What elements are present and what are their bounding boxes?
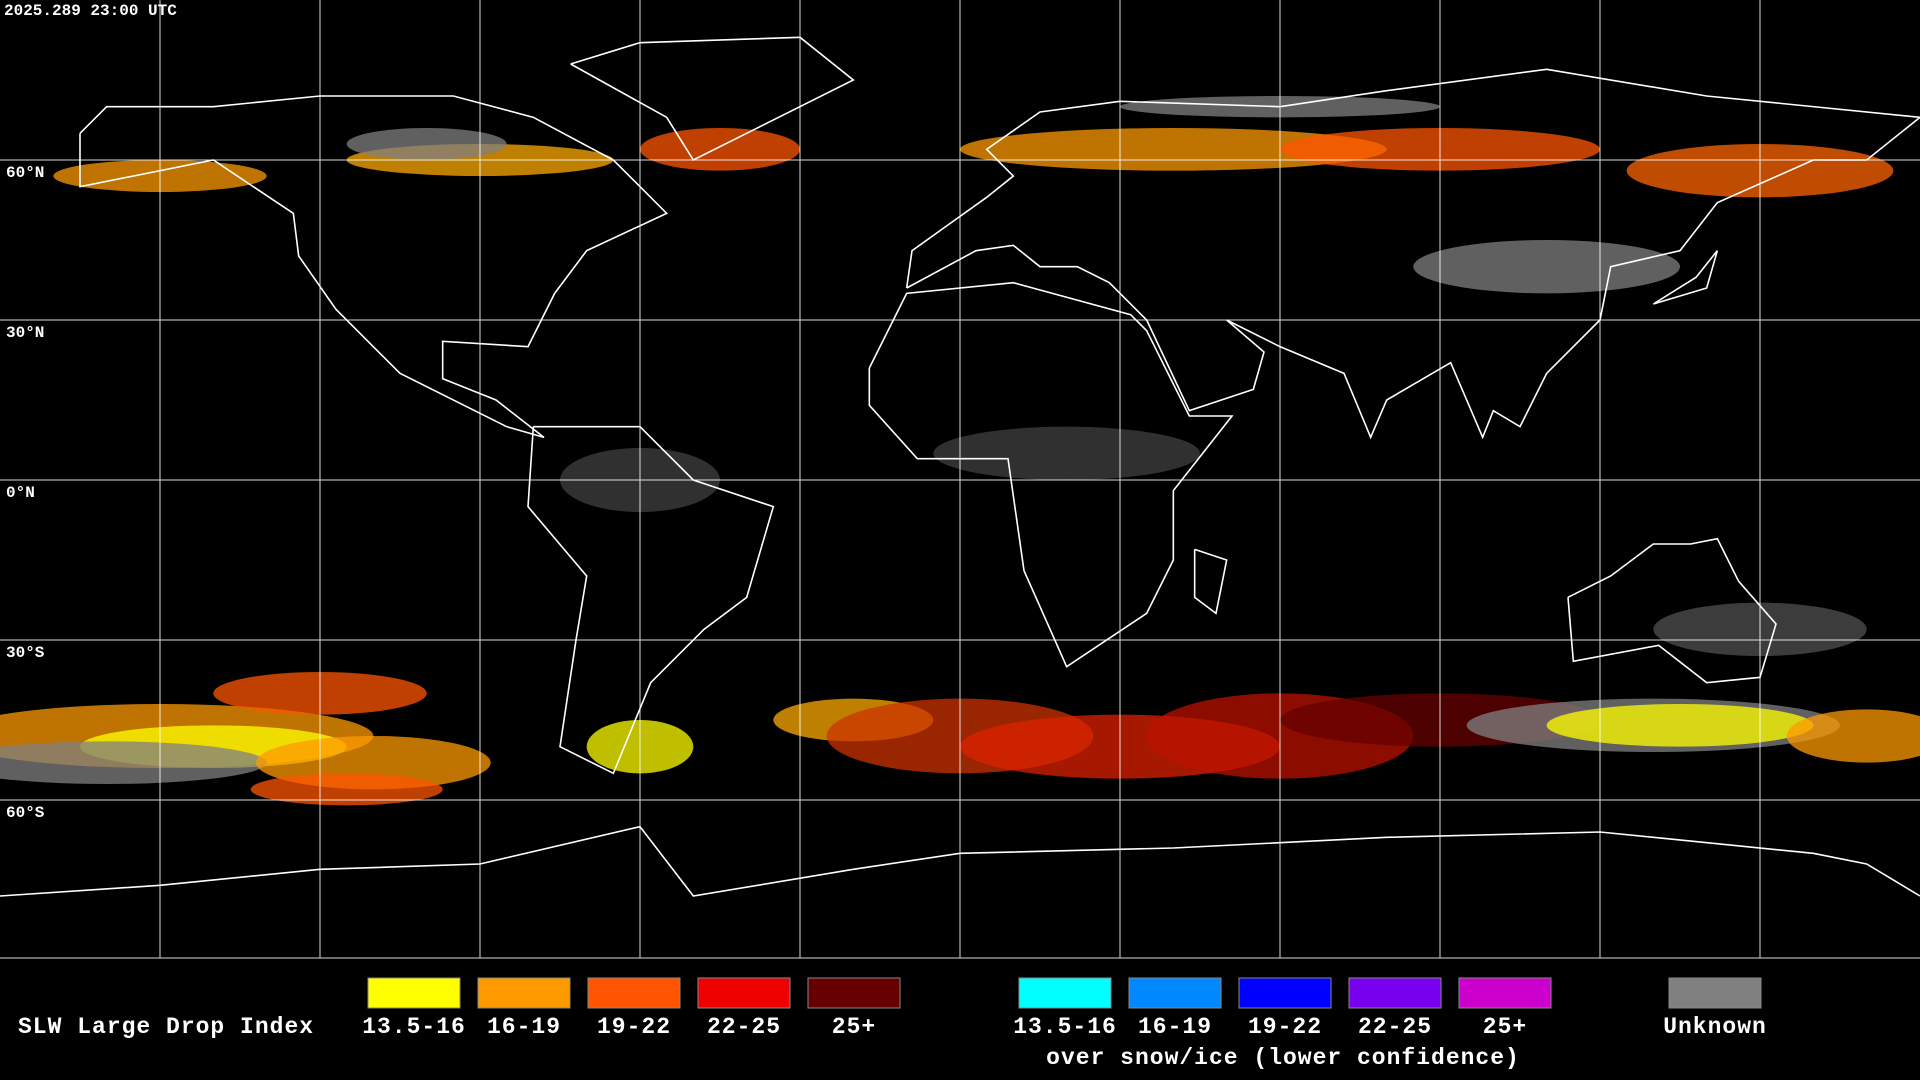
coastline	[1193, 548, 1228, 615]
lat-label: 30°N	[6, 324, 44, 342]
cloud-field	[0, 96, 1920, 806]
cloud-blob	[1546, 704, 1814, 747]
legend-swatch	[477, 977, 571, 1009]
lat-label: 60°N	[6, 164, 44, 182]
coastline	[0, 825, 1920, 897]
coastline	[1652, 250, 1719, 305]
legend-label: 22-25	[1358, 1014, 1432, 1040]
lat-label: 60°S	[6, 804, 45, 822]
legend-swatch	[1668, 977, 1762, 1009]
legend-label: 16-19	[1138, 1014, 1212, 1040]
legend-label: 25+	[832, 1014, 876, 1040]
legend-caption: over snow/ice (lower confidence)	[1046, 1045, 1520, 1071]
legend-label: 25+	[1483, 1014, 1527, 1040]
legend: SLW Large Drop Index 13.5-16 16-19 19-22 22-…	[18, 977, 1767, 1071]
cloud-blob	[346, 128, 507, 160]
cloud-blob	[640, 127, 800, 171]
legend-swatch	[1018, 977, 1112, 1009]
cloud-blob	[0, 741, 267, 784]
legend-swatch	[1238, 977, 1332, 1009]
coastline	[79, 95, 669, 439]
graticule	[0, 0, 1920, 959]
legend-swatch	[367, 977, 461, 1009]
legend-swatch	[1128, 977, 1222, 1009]
legend-label: 19-22	[1248, 1014, 1322, 1040]
lat-label: 0°N	[6, 484, 35, 502]
legend-label: 13.5-16	[1013, 1014, 1117, 1040]
legend-label: 19-22	[597, 1014, 671, 1040]
legend-label: 22-25	[707, 1014, 781, 1040]
lat-label: 30°S	[6, 644, 45, 662]
coastline	[1567, 537, 1777, 684]
cloud-blob	[933, 426, 1200, 481]
coastlines	[0, 36, 1920, 897]
legend-swatch	[1458, 977, 1552, 1009]
coastline	[868, 281, 1234, 668]
cloud-blob	[250, 773, 443, 806]
coastline	[905, 68, 1920, 440]
legend-label: Unknown	[1663, 1014, 1767, 1040]
legend-label: 16-19	[487, 1014, 561, 1040]
cloud-blob	[1413, 239, 1680, 294]
legend-title: SLW Large Drop Index	[18, 1014, 314, 1040]
lat-labels: 60°N 30°N 0°N 30°S 60°S	[6, 164, 45, 822]
cloud-blob	[1786, 709, 1920, 763]
legend-label: 13.5-16	[362, 1014, 466, 1040]
legend-swatch	[807, 977, 901, 1009]
legend-swatch	[1348, 977, 1442, 1009]
timestamp: 2025.289 23:00 UTC	[4, 2, 177, 20]
legend-swatch	[587, 977, 681, 1009]
legend-swatch	[697, 977, 791, 1009]
